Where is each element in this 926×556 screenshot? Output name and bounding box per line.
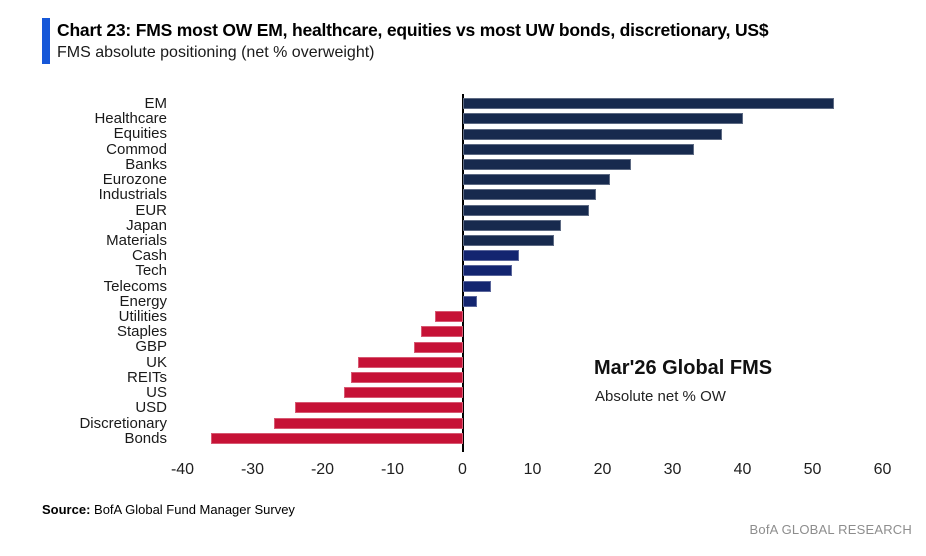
bar-row: Commod xyxy=(0,140,926,158)
bar xyxy=(343,387,463,399)
bar xyxy=(462,113,743,125)
x-tick-label: 60 xyxy=(873,461,892,478)
category-label: Telecoms xyxy=(103,277,167,295)
bar-row: REITs xyxy=(0,370,926,385)
bar xyxy=(434,311,463,323)
bar-row: Discretionary xyxy=(0,414,926,432)
chart-subtitle: FMS absolute positioning (net % overweig… xyxy=(57,44,375,61)
x-tick-label: -20 xyxy=(310,461,335,478)
bar-row: Staples xyxy=(0,324,926,339)
bar-row: Healthcare xyxy=(0,111,926,126)
bar-row: GBP xyxy=(0,338,926,356)
x-tick-label: 30 xyxy=(663,461,682,478)
category-label: Materials xyxy=(106,231,167,249)
x-tick-label: 40 xyxy=(733,461,752,478)
x-tick-label: 20 xyxy=(593,461,612,478)
bar xyxy=(462,265,512,277)
bar-row: Tech xyxy=(0,262,926,280)
category-label: Staples xyxy=(116,323,167,341)
bar-row: Materials xyxy=(0,233,926,248)
bar xyxy=(462,219,561,231)
bar-row: UK xyxy=(0,353,926,371)
annotation-title: Mar'26 Global FMS xyxy=(594,357,773,379)
bar xyxy=(413,341,463,353)
annotation-subtitle: Absolute net % OW xyxy=(595,388,726,405)
category-label: Equities xyxy=(113,125,167,143)
x-tick-label: -10 xyxy=(380,461,405,478)
bar-row: Energy xyxy=(0,294,926,309)
bar xyxy=(462,98,834,110)
category-label: Energy xyxy=(119,292,167,310)
category-label: Discretionary xyxy=(79,414,167,432)
bar xyxy=(294,402,463,414)
bar-row: Cash xyxy=(0,248,926,263)
bar xyxy=(462,143,694,155)
category-label: Commod xyxy=(106,140,167,158)
bar xyxy=(462,204,589,216)
bar-row: EUR xyxy=(0,201,926,219)
category-label: UK xyxy=(146,353,167,371)
bar-row: USD xyxy=(0,399,926,417)
x-tick-label: 0 xyxy=(458,461,467,478)
bar xyxy=(357,356,463,368)
category-label: EUR xyxy=(135,201,167,219)
bar xyxy=(462,158,631,170)
bar-row: Industrials xyxy=(0,186,926,204)
bar xyxy=(462,189,596,201)
category-label: USD xyxy=(135,399,167,417)
bar-row: US xyxy=(0,385,926,400)
source-note: Source: BofA Global Fund Manager Survey xyxy=(42,502,295,517)
category-label: Healthcare xyxy=(94,110,167,128)
bar xyxy=(462,295,477,307)
bar-row: Utilities xyxy=(0,309,926,324)
bar xyxy=(273,417,463,429)
category-label: Industrials xyxy=(98,186,167,204)
x-tick-label: 50 xyxy=(803,461,822,478)
source-text: BofA Global Fund Manager Survey xyxy=(94,502,295,517)
x-tick-label: 10 xyxy=(523,461,542,478)
category-label: US xyxy=(146,384,167,402)
category-label: Tech xyxy=(135,262,167,280)
category-label: Banks xyxy=(125,155,167,173)
category-label: GBP xyxy=(135,338,167,356)
bar xyxy=(462,174,610,186)
category-label: Eurozone xyxy=(102,171,167,189)
bar-row: Telecoms xyxy=(0,277,926,295)
bar-row: Japan xyxy=(0,218,926,233)
x-tick-label: -30 xyxy=(240,461,265,478)
bar xyxy=(462,250,519,262)
bar-row: Banks xyxy=(0,157,926,172)
bar xyxy=(420,326,463,338)
brand-logo-text: BofA GLOBAL RESEARCH xyxy=(749,522,912,537)
bar xyxy=(462,235,554,247)
category-label: REITs xyxy=(126,368,167,386)
bar xyxy=(350,371,463,383)
bar xyxy=(210,432,463,444)
category-label: Bonds xyxy=(124,429,167,447)
chart-title: Chart 23: FMS most OW EM, healthcare, eq… xyxy=(57,20,769,40)
category-label: Japan xyxy=(126,216,167,234)
bar xyxy=(462,128,722,140)
bar-row: EM xyxy=(0,96,926,111)
source-label: Source: xyxy=(42,502,91,517)
category-label: Utilities xyxy=(118,308,167,326)
bar xyxy=(462,280,491,292)
x-tick-label: -40 xyxy=(170,461,195,478)
bar-row: Bonds xyxy=(0,431,926,446)
title-accent-bar xyxy=(42,18,50,64)
bar-row: Equities xyxy=(0,125,926,143)
category-label: EM xyxy=(144,95,168,112)
bar-row: Eurozone xyxy=(0,172,926,187)
category-label: Cash xyxy=(131,247,167,265)
